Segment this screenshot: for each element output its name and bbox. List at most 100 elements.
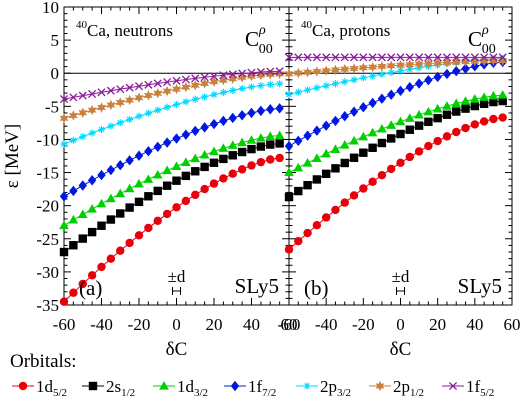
data-point	[415, 53, 424, 62]
data-point	[228, 112, 237, 124]
data-point	[228, 73, 238, 84]
data-point	[294, 88, 302, 96]
panel-protons: -60 -40 -20 0 20 40 60 δC 40Ca, protons Cρ 00 (b) ±d…	[278, 6, 521, 360]
data-point	[368, 143, 377, 152]
data-point	[200, 73, 209, 82]
data-point	[237, 110, 247, 121]
data-point	[172, 83, 181, 95]
legend: Orbitals: 1d5/2 2s1/2 1d3/2 1f7/2 2p3/2 2p1/2 1…	[10, 351, 494, 399]
data-point	[79, 133, 87, 141]
data-point	[321, 148, 331, 158]
series-2p1-2	[59, 68, 285, 124]
data-point	[87, 204, 97, 213]
data-point	[331, 53, 340, 62]
data-point	[358, 131, 369, 141]
data-point	[387, 134, 396, 143]
x-tick-label: 60	[281, 315, 298, 334]
data-point	[330, 64, 340, 76]
data-point	[190, 80, 200, 91]
data-point	[396, 85, 405, 97]
data-point	[266, 104, 275, 115]
data-point	[442, 132, 452, 141]
data-point	[340, 53, 349, 62]
data-point	[191, 95, 199, 103]
data-point	[386, 120, 397, 129]
data-point	[219, 174, 228, 183]
data-point	[106, 164, 116, 176]
data-point	[442, 110, 452, 119]
data-point	[275, 139, 284, 148]
data-point	[460, 96, 471, 105]
data-point	[377, 61, 387, 72]
data-point	[285, 90, 293, 99]
data-point	[312, 66, 322, 77]
data-point	[321, 213, 331, 222]
data-point	[256, 157, 266, 167]
legend-label: 1d3/2	[177, 377, 208, 399]
data-point	[377, 138, 387, 148]
data-point	[479, 99, 489, 109]
data-point	[59, 94, 69, 104]
data-point	[368, 177, 377, 186]
data-point	[191, 190, 200, 200]
data-point	[405, 59, 415, 70]
panel-neutrons: -35 -30 -25 -20 -15 -10 -5 0 5 10 -60 -40 -20 0 20 40 60…	[36, 0, 297, 360]
data-point	[200, 78, 210, 89]
functional-label: SLy5	[235, 274, 279, 298]
data-point	[256, 105, 266, 117]
data-point	[303, 130, 312, 141]
series-2s1-2	[59, 139, 284, 257]
data-point	[480, 53, 489, 62]
panel-label: (b)	[304, 276, 329, 300]
data-point	[107, 122, 115, 130]
data-point	[153, 79, 162, 88]
data-point	[451, 98, 462, 108]
data-point	[303, 53, 312, 62]
data-point	[191, 167, 200, 176]
data-point	[442, 68, 452, 80]
data-point	[414, 109, 424, 119]
legend-item: 2p3/2	[296, 377, 351, 399]
data-point	[59, 297, 69, 306]
data-point	[247, 144, 256, 154]
data-point	[387, 164, 396, 174]
data-point	[154, 106, 162, 114]
data-point	[69, 241, 78, 250]
data-point	[246, 135, 257, 144]
data-point	[106, 254, 116, 263]
data-point	[227, 140, 238, 149]
y-tick-label: -30	[36, 263, 59, 282]
data-point	[190, 153, 201, 163]
data-point	[498, 96, 507, 106]
y-tick-label: 10	[42, 0, 59, 17]
data-point	[191, 74, 200, 83]
data-point	[396, 53, 405, 62]
data-point	[134, 92, 144, 103]
data-point	[172, 76, 181, 85]
data-point	[181, 129, 191, 140]
data-point	[359, 148, 368, 157]
data-point	[424, 74, 433, 86]
data-point	[116, 209, 125, 218]
data-point	[461, 123, 470, 133]
data-point	[386, 60, 396, 71]
data-point	[414, 121, 424, 130]
data-point	[404, 113, 415, 122]
legend-item: 1f7/2	[224, 377, 276, 399]
data-point	[201, 93, 209, 101]
series-line	[63, 73, 280, 119]
data-point	[247, 107, 256, 119]
data-point	[405, 53, 414, 62]
y-axis-title: ε [MeV]	[2, 124, 23, 188]
data-point	[294, 135, 303, 147]
legend-marker	[303, 382, 311, 390]
data-point	[134, 82, 144, 91]
data-point	[88, 89, 97, 99]
data-point	[69, 136, 77, 144]
data-point	[424, 117, 433, 127]
data-point	[97, 169, 106, 181]
data-point	[489, 53, 498, 62]
data-point	[274, 130, 285, 140]
data-point	[126, 115, 134, 124]
data-point	[275, 103, 284, 114]
